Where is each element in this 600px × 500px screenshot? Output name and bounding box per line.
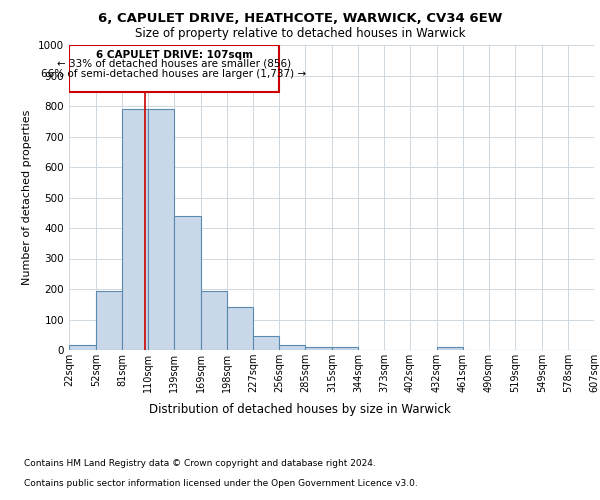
Text: ← 33% of detached houses are smaller (856): ← 33% of detached houses are smaller (85… [57, 58, 291, 68]
Bar [122, 109, 148, 350]
Text: Size of property relative to detached houses in Warwick: Size of property relative to detached ho… [135, 28, 465, 40]
Text: 6, CAPULET DRIVE, HEATHCOTE, WARWICK, CV34 6EW: 6, CAPULET DRIVE, HEATHCOTE, WARWICK, CV… [98, 12, 502, 26]
Text: 66% of semi-detached houses are larger (1,737) →: 66% of semi-detached houses are larger (… [41, 70, 307, 80]
Bar [227, 308, 253, 350]
Bar [96, 290, 122, 350]
Bar [69, 346, 96, 350]
Text: 6 CAPULET DRIVE: 107sqm: 6 CAPULET DRIVE: 107sqm [95, 50, 253, 60]
Bar [305, 347, 332, 350]
Bar [253, 336, 279, 350]
FancyBboxPatch shape [69, 45, 279, 92]
Bar [174, 216, 201, 350]
Y-axis label: Number of detached properties: Number of detached properties [22, 110, 32, 285]
Bar [201, 290, 227, 350]
Text: Contains HM Land Registry data © Crown copyright and database right 2024.: Contains HM Land Registry data © Crown c… [24, 458, 376, 468]
Bar [437, 347, 463, 350]
Bar [279, 346, 305, 350]
Bar [148, 109, 174, 350]
Text: Contains public sector information licensed under the Open Government Licence v3: Contains public sector information licen… [24, 478, 418, 488]
Bar [332, 347, 358, 350]
Text: Distribution of detached houses by size in Warwick: Distribution of detached houses by size … [149, 402, 451, 415]
